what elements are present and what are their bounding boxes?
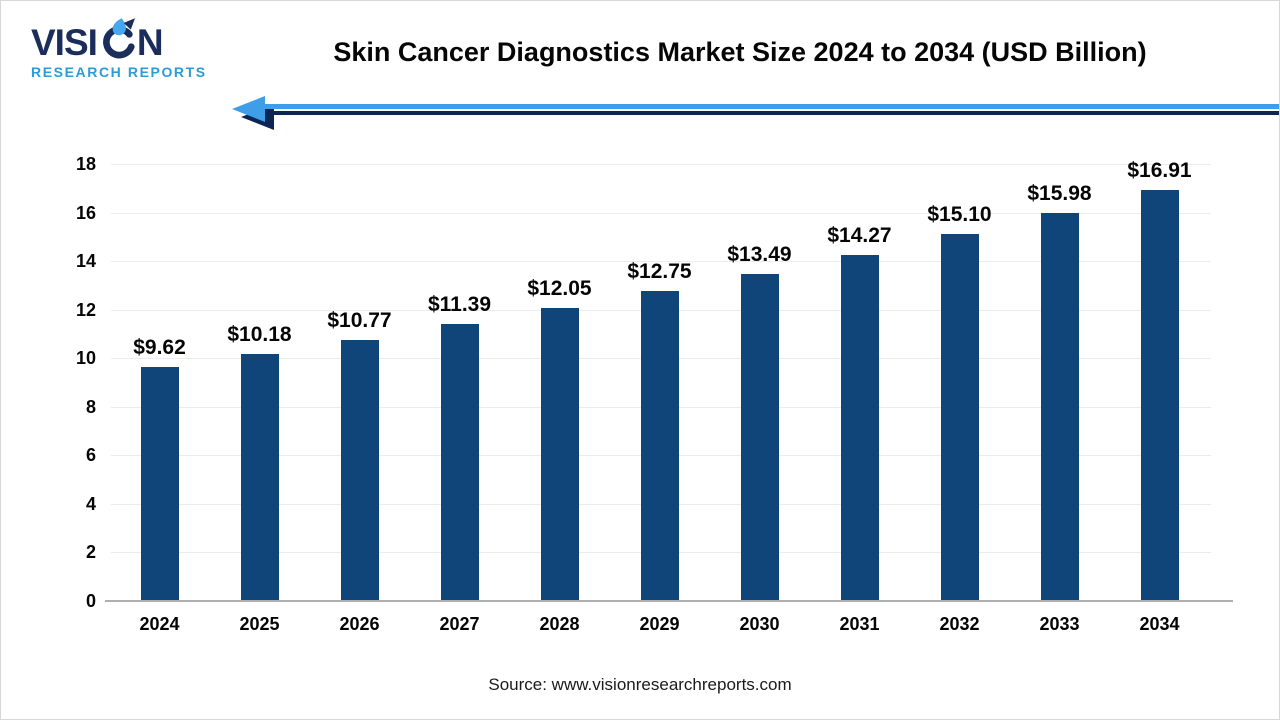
y-tick-label: 12 [75,299,96,320]
x-tick-label-2027: 2027 [439,614,480,634]
y-tick-label: 2 [85,542,96,563]
y-tick-label: 10 [75,348,96,369]
y-tick-label: 8 [85,396,96,417]
bar-2031 [840,254,879,601]
bar-2029 [640,291,679,601]
x-tick-label-2024: 2024 [139,614,180,634]
bar-value-label-2029: $12.75 [627,260,692,284]
bar-value-label-2030: $13.49 [727,242,792,266]
y-tick-label: 16 [75,202,96,223]
gridline [111,164,1211,165]
y-tick-label: 18 [75,154,96,174]
x-tick-label-2033: 2033 [1039,614,1080,634]
logo-o-swoosh-icon [103,18,135,59]
bar-value-label-2027: $11.39 [427,293,492,317]
bar-2033 [1040,213,1079,601]
x-tick-label-2028: 2028 [539,614,580,634]
bar-2034 [1140,190,1179,601]
x-tick-label-2029: 2029 [639,614,680,634]
gridline [111,261,1211,263]
arrow-shaft-blue [260,104,1279,109]
y-tick-label: 6 [85,445,96,466]
logo-text-suffix: N [136,22,164,63]
gridline [111,212,1211,214]
bar-value-label-2026: $10.77 [327,308,392,332]
bar-value-label-2032: $15.10 [927,203,992,227]
bar-2028 [540,308,579,601]
x-tick-label-2032: 2032 [939,614,980,634]
x-tick-label-2026: 2026 [339,614,380,634]
x-tick-label-2034: 2034 [1139,614,1180,634]
x-axis-baseline [105,600,1233,602]
bar-value-label-2024: $9.62 [133,336,186,360]
logo-text-prefix: VISI [31,22,98,63]
bar-chart-plot-area: $9.62 $10.18 $10.77 $11.39 $12.05 $12.75 $13.4… [111,159,1211,601]
logo-wordmark: VISI N [31,13,221,61]
arrow-head-blue [232,96,265,122]
chart-title: Skin Cancer Diagnostics Market Size 2024… [333,37,1147,67]
y-axis-tick-labels: 0 2 4 6 8 10 12 14 16 18 [46,154,96,611]
arrow-shaft-navy [274,111,1279,115]
left-arrow-divider-icon [232,95,1279,133]
bar-value-label-2025: $10.18 [227,322,292,346]
x-tick-label-2031: 2031 [839,614,880,634]
x-tick-label-2025: 2025 [239,614,280,634]
y-tick-label: 0 [85,591,96,611]
bar-value-label-2028: $12.05 [527,277,592,301]
bar-2024 [140,367,179,601]
bar-2027 [440,324,479,601]
source-attribution: Source: www.visionresearchreports.com [488,675,792,694]
bar-value-label-2031: $14.27 [827,223,892,247]
y-tick-label: 14 [75,251,96,272]
logo-subtitle: RESEARCH REPORTS [31,64,207,80]
x-axis-tick-labels: 2024 2025 2026 2027 2028 2029 2030 2031 2032 2033… [111,614,1211,642]
x-tick-label-2030: 2030 [739,614,780,634]
bar-2025 [240,353,279,601]
vision-research-reports-logo: VISI N RESEARCH REPORTS [31,13,221,80]
bar-2030 [740,273,779,601]
bar-2032 [940,234,979,601]
y-tick-label: 4 [85,493,96,514]
bar-value-label-2034: $16.91 [1127,159,1192,183]
bar-value-label-2033: $15.98 [1027,182,1092,206]
bar-2026 [340,339,379,601]
